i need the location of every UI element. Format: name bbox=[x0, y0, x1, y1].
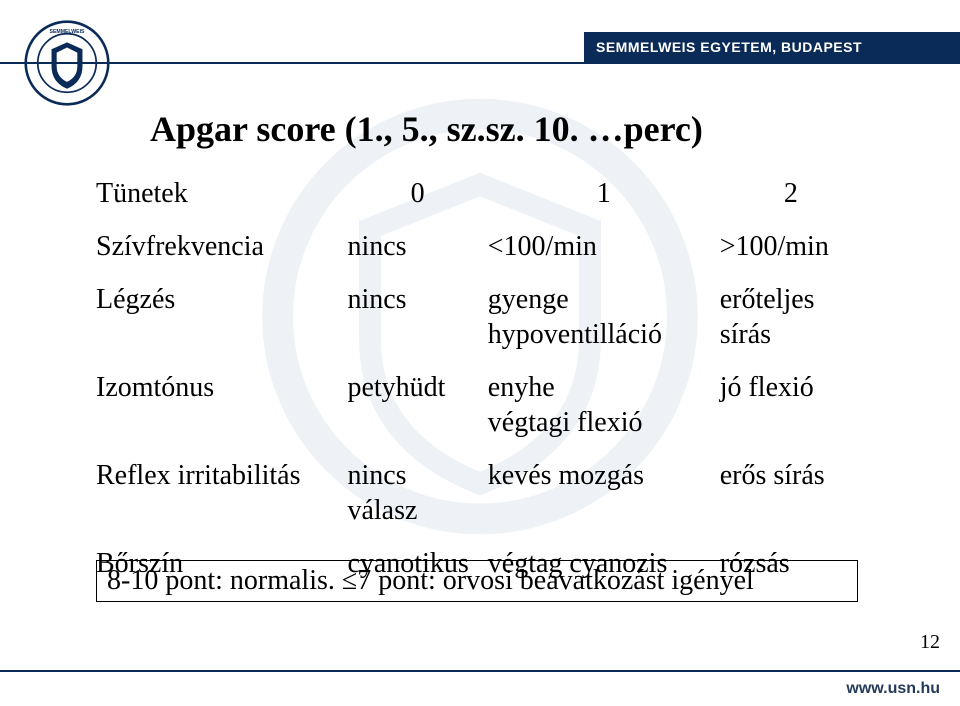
slide: SEMMELWEIS SEMMELWEIS EGYETEM, BUDAPEST … bbox=[0, 0, 960, 706]
cell-line: válasz bbox=[347, 493, 487, 528]
note-text: 8-10 pont: normalis. ≤7 pont: orvosi bea… bbox=[107, 565, 754, 596]
table-header-row: Tünetek 0 1 2 bbox=[96, 176, 862, 211]
cell: erős sírás bbox=[720, 458, 862, 493]
table-row: Szívfrekvencia nincs <100/min >100/min bbox=[96, 229, 862, 264]
cell: nincs bbox=[347, 282, 487, 317]
brand-text: SEMMELWEIS EGYETEM, BUDAPEST bbox=[596, 39, 862, 55]
cell: kevés mozgás bbox=[488, 458, 720, 493]
cell-label: Légzés bbox=[96, 282, 347, 317]
slide-title: Apgar score (1., 5., sz.sz. 10. …perc) bbox=[150, 108, 703, 150]
footer-url: www.usn.hu bbox=[846, 680, 940, 698]
cell-label: Szívfrekvencia bbox=[96, 229, 347, 264]
table-row: Izomtónus petyhüdt enyhe végtagi flexió … bbox=[96, 370, 862, 440]
brand-header: SEMMELWEIS EGYETEM, BUDAPEST bbox=[584, 32, 960, 62]
cell: nincs válasz bbox=[347, 458, 487, 528]
page-number: 12 bbox=[920, 631, 940, 654]
cell: <100/min bbox=[488, 229, 720, 264]
th-1: 1 bbox=[488, 176, 720, 211]
cell: petyhüdt bbox=[347, 370, 487, 405]
cell-line: enyhe bbox=[488, 370, 720, 405]
th-2: 2 bbox=[720, 176, 862, 211]
cell-line: végtagi flexió bbox=[488, 405, 720, 440]
svg-text:SEMMELWEIS: SEMMELWEIS bbox=[50, 29, 86, 35]
cell: >100/min bbox=[720, 229, 862, 264]
cell: nincs bbox=[347, 229, 487, 264]
cell-line: nincs bbox=[347, 458, 487, 493]
footer-rule bbox=[0, 670, 960, 672]
cell: gyenge hypoventilláció bbox=[488, 282, 720, 352]
cell-line: sírás bbox=[720, 317, 862, 352]
note-box: 8-10 pont: normalis. ≤7 pont: orvosi bea… bbox=[96, 560, 858, 602]
header-rule bbox=[0, 62, 960, 64]
table-row: Reflex irritabilitás nincs válasz kevés … bbox=[96, 458, 862, 528]
cell-label: Izomtónus bbox=[96, 370, 347, 405]
cell-line: erőteljes bbox=[720, 282, 862, 317]
th-0: 0 bbox=[347, 176, 487, 211]
table-row: Légzés nincs gyenge hypoventilláció erőt… bbox=[96, 282, 862, 352]
cell-label: Reflex irritabilitás bbox=[96, 458, 347, 493]
cell: erőteljes sírás bbox=[720, 282, 862, 352]
cell-line: hypoventilláció bbox=[488, 317, 720, 352]
cell: jó flexió bbox=[720, 370, 862, 405]
cell-line: gyenge bbox=[488, 282, 720, 317]
apgar-table: Tünetek 0 1 2 Szívfrekvencia nincs <100/… bbox=[96, 176, 862, 599]
cell: enyhe végtagi flexió bbox=[488, 370, 720, 440]
th-symptoms: Tünetek bbox=[96, 176, 347, 211]
